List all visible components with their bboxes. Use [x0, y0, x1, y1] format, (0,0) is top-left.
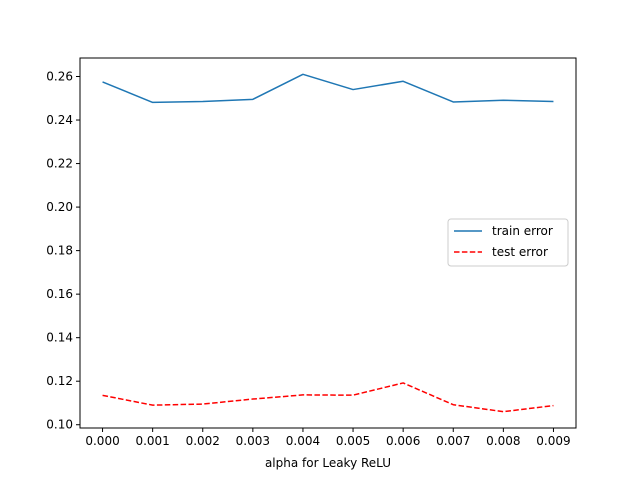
- y-tick-label: 0.18: [46, 244, 73, 258]
- series-line-train-error: [102, 73, 554, 104]
- x-tick-label: 0.004: [286, 434, 320, 448]
- x-axis-label: alpha for Leaky ReLU: [265, 456, 391, 470]
- x-tick-label: 0.006: [386, 434, 420, 448]
- y-tick-label: 0.24: [46, 113, 73, 127]
- x-tick-label: 0.000: [85, 434, 119, 448]
- x-tick-label: 0.007: [436, 434, 470, 448]
- x-tick-label: 0.001: [135, 434, 169, 448]
- plot-frame: [79, 57, 577, 429]
- series-line-test-error: [102, 382, 554, 413]
- y-tick-label: 0.26: [46, 70, 73, 84]
- x-tick-label: 0.009: [536, 434, 570, 448]
- y-tick-label: 0.14: [46, 331, 73, 345]
- y-axis: 0.10 0.12 0.14 0.16 0.18 0.20 0.22 0.24 0.26: [46, 70, 80, 432]
- y-tick-label: 0.20: [46, 200, 73, 214]
- x-tick-label: 0.003: [236, 434, 270, 448]
- legend-label: train error: [492, 224, 553, 238]
- legend-label: test error: [492, 245, 548, 259]
- x-tick-label: 0.008: [486, 434, 520, 448]
- x-tick-label: 0.005: [336, 434, 370, 448]
- legend: train error test error: [447, 218, 569, 267]
- series-layer: [102, 73, 554, 413]
- y-tick-label: 0.16: [46, 287, 73, 301]
- x-tick-label: 0.002: [186, 434, 220, 448]
- y-tick-label: 0.10: [46, 418, 73, 432]
- x-axis: 0.000 0.001 0.002 0.003 0.004 0.005 0.006 0.007…: [85, 428, 571, 448]
- y-tick-label: 0.22: [46, 157, 73, 171]
- plot-area: [79, 57, 577, 429]
- y-tick-label: 0.12: [46, 374, 73, 388]
